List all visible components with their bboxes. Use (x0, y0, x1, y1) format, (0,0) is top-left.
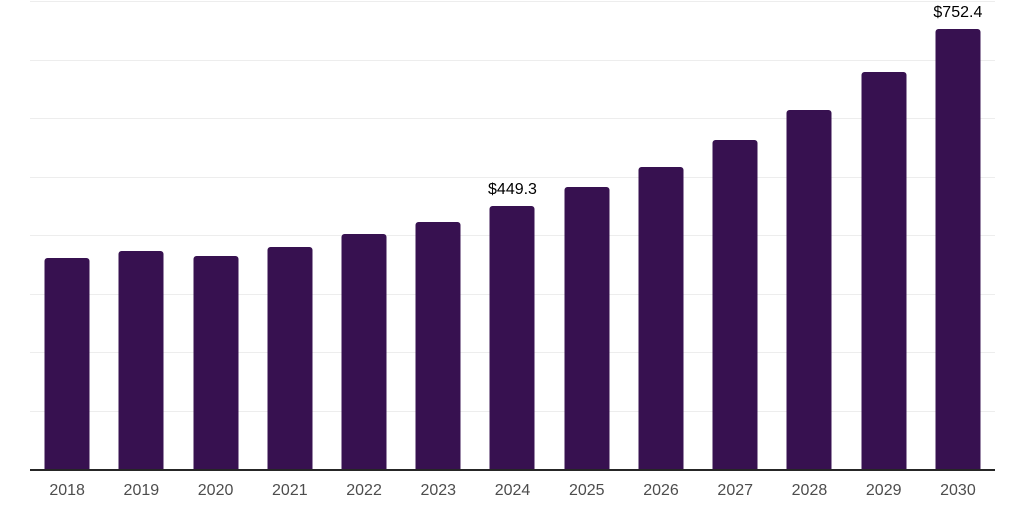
x-tick-2025: 2025 (568, 482, 605, 499)
gridline-700 (30, 59, 995, 61)
gridline-600 (30, 118, 995, 119)
x-tick-2019: 2019 (123, 482, 160, 499)
bar-column-2023 (401, 1, 475, 469)
x-tick-2021: 2021 (272, 482, 308, 499)
bar-column-2025 (550, 1, 624, 469)
x-tick-2024: 2024 (494, 482, 531, 499)
x-axis-line (30, 469, 995, 471)
bar-column-2030: $752.4 (921, 1, 995, 469)
x-tick-2020: 2020 (197, 482, 234, 499)
bar-2024[interactable] (489, 206, 535, 469)
bar-2028[interactable] (786, 109, 832, 469)
bar-2020[interactable] (193, 256, 239, 469)
data-label-2024: $449.3 (488, 181, 537, 199)
x-tick-2030: 2030 (940, 482, 976, 499)
x-tick-2023: 2023 (420, 482, 457, 499)
bar-2030[interactable] (935, 28, 981, 469)
x-tick-2027: 2027 (717, 482, 754, 499)
bar-column-2021 (253, 1, 327, 469)
bar-2023[interactable] (415, 221, 461, 469)
bar-column-2019 (104, 1, 178, 469)
bar-2022[interactable] (341, 234, 387, 469)
bar-2025[interactable] (564, 187, 610, 469)
bar-2019[interactable] (118, 251, 164, 469)
bar-2029[interactable] (861, 71, 907, 469)
data-label-2030: $752.4 (933, 3, 983, 21)
bar-column-2022 (327, 1, 401, 469)
x-tick-2022: 2022 (346, 482, 382, 499)
x-tick-2029: 2029 (865, 482, 902, 499)
x-axis-tick-labels: 2018 2019 2020 2021 2022 2023 2024 2025 2026 2027… (30, 481, 995, 500)
bar-column-2029 (847, 1, 921, 469)
bar-column-2024: $449.3 (475, 1, 549, 469)
bar-2026[interactable] (638, 166, 684, 469)
x-tick-2026: 2026 (643, 482, 679, 499)
x-tick-2028: 2028 (791, 482, 828, 499)
x-tick-2018: 2018 (49, 482, 85, 499)
bar-2018[interactable] (44, 258, 90, 469)
bar-column-2020 (178, 1, 252, 469)
bar-column-2026 (624, 1, 698, 469)
bar-column-2027 (698, 1, 772, 469)
bar-column-2018 (30, 1, 104, 469)
gridline-500 (30, 176, 995, 178)
bar-2021[interactable] (267, 247, 313, 469)
plot-area: $449.3 $752.4 (30, 1, 995, 471)
bar-2027[interactable] (712, 140, 758, 469)
bar-column-2028 (772, 1, 846, 469)
gridline-800 (30, 1, 995, 2)
